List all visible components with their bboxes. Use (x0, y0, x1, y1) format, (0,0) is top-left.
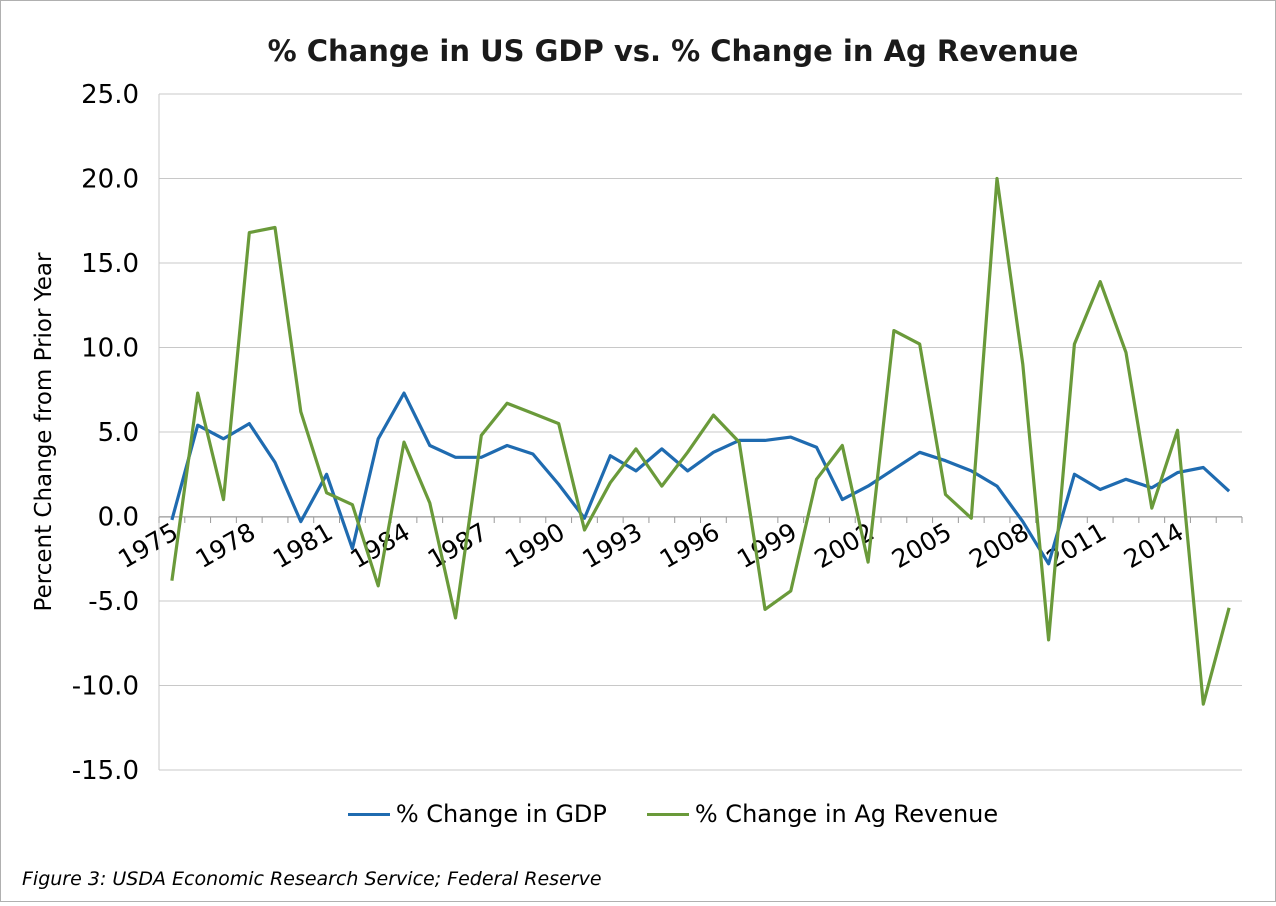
legend-label-gdp: % Change in GDP (395, 800, 607, 828)
legend: % Change in GDP % Change in Ag Revenue (0, 800, 1276, 828)
y-tick-label: 20.0 (81, 165, 139, 195)
y-tick-label: -10.0 (72, 672, 139, 702)
y-tick-label: -5.0 (88, 587, 139, 617)
series-line-gdp (170, 391, 1231, 566)
chart-title: % Change in US GDP vs. % Change in Ag Re… (267, 34, 1079, 68)
y-tick-label: 5.0 (98, 418, 139, 448)
figure-caption: Figure 3: USDA Economic Research Service… (22, 868, 602, 890)
x-tick-label: 1984 (345, 517, 415, 574)
legend-item-gdp: % Change in GDP (347, 800, 607, 828)
x-axis-ticks: 1975 1978 1981 1984 1987 1990 1993 1996 1999 2002… (113, 517, 1188, 574)
x-tick-label: 2011 (1042, 517, 1112, 574)
series-line-ag-revenue (170, 176, 1231, 706)
x-tick-label: 1996 (655, 517, 725, 574)
x-tick-label: 1978 (191, 517, 261, 574)
series-lines (170, 176, 1231, 706)
y-tick-label: 15.0 (81, 249, 139, 279)
legend-label-ag-revenue: % Change in Ag Revenue (694, 800, 999, 828)
legend-swatch-gdp (347, 812, 390, 816)
x-tick-label: 2005 (887, 517, 957, 574)
x-tick-label: 1987 (423, 517, 493, 574)
x-tick-label: 2014 (1119, 517, 1189, 574)
y-tick-label: 0.0 (98, 503, 139, 533)
x-tick-label: 1990 (500, 517, 570, 574)
y-axis-ticks: 25.0 20.0 15.0 10.0 5.0 0.0 -5.0 -10.0 -15.0 (72, 80, 139, 786)
y-tick-label: 10.0 (81, 334, 139, 364)
y-tick-label: 25.0 (81, 80, 139, 110)
x-tick-label: 1981 (268, 517, 338, 574)
y-tick-label: -15.0 (72, 756, 139, 786)
x-tick-label: 2008 (964, 517, 1034, 574)
x-tick-label: 1999 (732, 517, 802, 574)
legend-item-ag-revenue: % Change in Ag Revenue (646, 800, 999, 828)
legend-swatch-ag-revenue (646, 812, 689, 816)
